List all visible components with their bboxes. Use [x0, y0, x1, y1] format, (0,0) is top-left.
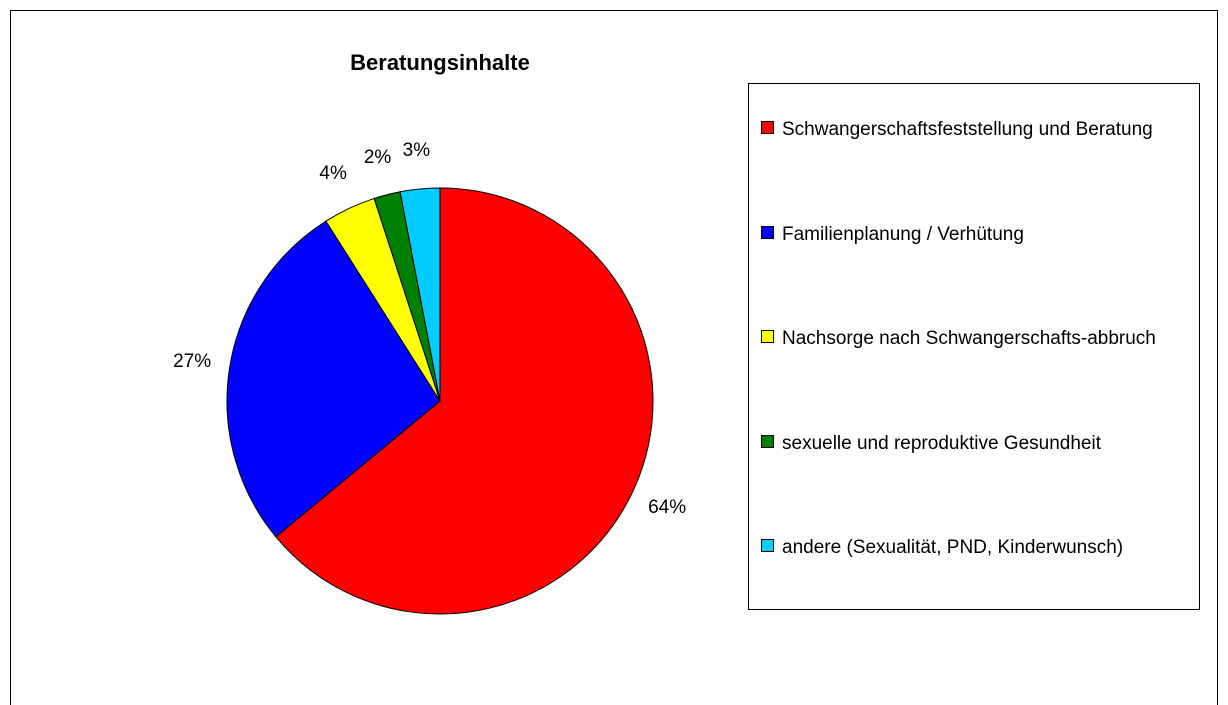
data-label: 3%	[403, 140, 431, 161]
legend-label: andere (Sexualität, PND, Kinderwunsch)	[782, 537, 1124, 558]
legend-swatch	[761, 330, 774, 343]
legend-label: Schwangerschaftsfeststellung und Beratun…	[782, 119, 1153, 140]
legend-label: Familienplanung / Verhütung	[782, 224, 1024, 245]
legend-swatch	[761, 121, 774, 134]
legend-entry: Nachsorge nach Schwangerschafts-abbruch	[761, 325, 1191, 352]
legend-label: sexuelle und reproduktive Gesundheit	[782, 433, 1101, 454]
legend-entry: sexuelle und reproduktive Gesundheit	[761, 430, 1191, 457]
legend-entry: Schwangerschaftsfeststellung und Beratun…	[761, 116, 1191, 143]
chart-frame	[10, 10, 1218, 705]
legend-entry: andere (Sexualität, PND, Kinderwunsch)	[761, 534, 1191, 561]
legend-entry: Familienplanung / Verhütung	[761, 221, 1191, 248]
pie-slice	[399, 187, 441, 402]
legend-label: Nachsorge nach Schwangerschafts-abbruch	[782, 328, 1156, 349]
chart-title: Beratungsinhalte	[350, 50, 530, 75]
legend-swatch	[761, 435, 774, 448]
data-label: 2%	[364, 147, 392, 168]
legend: Schwangerschaftsfeststellung und Beratun…	[748, 83, 1200, 610]
legend-swatch	[761, 539, 774, 552]
data-label: 27%	[173, 351, 211, 372]
pie-slice	[275, 187, 654, 615]
data-label: 4%	[319, 163, 347, 184]
pie-slice	[226, 220, 441, 538]
data-label: 64%	[648, 497, 686, 518]
legend-swatch	[761, 226, 774, 239]
